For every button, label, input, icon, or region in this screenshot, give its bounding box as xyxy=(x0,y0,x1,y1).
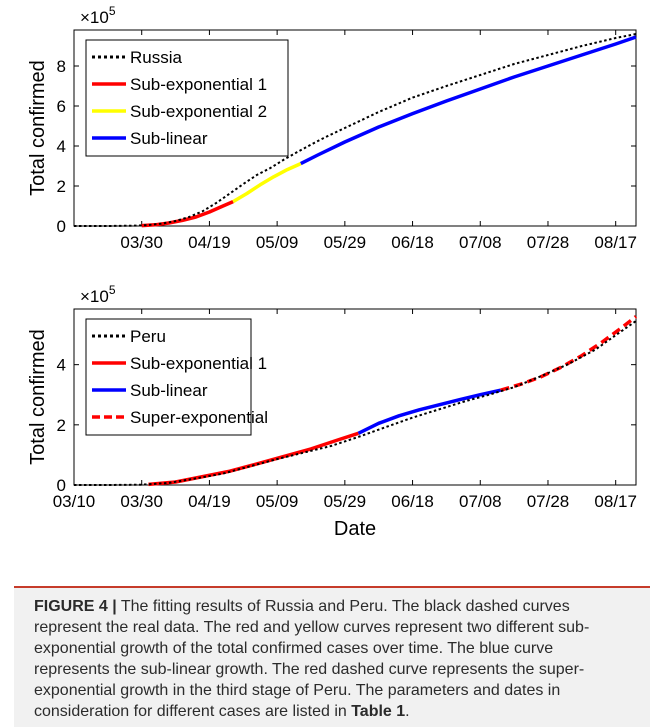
y-tick-label: 0 xyxy=(57,476,66,495)
legend-entry: Sub-exponential 1 xyxy=(130,75,267,94)
x-tick-label: 05/29 xyxy=(324,492,367,511)
y-tick-label: 6 xyxy=(57,97,66,116)
legend-entry: Peru xyxy=(130,327,166,346)
x-tick-label: 07/28 xyxy=(527,233,570,252)
y-axis-label: Total confirmed xyxy=(27,60,49,196)
figure-caption: FIGURE 4 | The fitting results of Russia… xyxy=(14,586,650,727)
legend-entry: Sub-exponential 1 xyxy=(130,354,267,373)
y-exponent-power: 5 xyxy=(109,283,116,297)
y-tick-label: 4 xyxy=(57,137,66,156)
x-tick-label: 06/18 xyxy=(391,233,434,252)
x-tick-label: 07/08 xyxy=(459,492,502,511)
y-exponent-label: ×105 xyxy=(80,283,116,306)
series-line-russia xyxy=(74,33,637,227)
legend-entry: Russia xyxy=(130,48,183,67)
caption-end: . xyxy=(405,703,410,720)
y-tick-label: 0 xyxy=(57,217,66,236)
y-tick-label: 8 xyxy=(57,57,66,76)
x-tick-label: 05/09 xyxy=(256,492,299,511)
x-tick-label: 08/17 xyxy=(594,492,637,511)
x-tick-label: 08/17 xyxy=(594,233,637,252)
x-tick-label: 07/28 xyxy=(527,492,570,511)
x-tick-label: 04/19 xyxy=(188,492,231,511)
x-tick-label: 04/19 xyxy=(188,233,231,252)
y-exponent-base: ×10 xyxy=(80,8,109,27)
legend-entry: Sub-linear xyxy=(130,129,208,148)
caption-text: FIGURE 4 | The fitting results of Russia… xyxy=(34,596,630,722)
y-tick-label: 2 xyxy=(57,177,66,196)
x-tick-label: 05/09 xyxy=(256,233,299,252)
x-axis-label: Date xyxy=(334,518,376,540)
y-axis-label: Total confirmed xyxy=(27,329,49,465)
legend-box xyxy=(85,318,252,436)
x-tick-label: 03/10 xyxy=(53,492,96,511)
series-line-sub-exponential-1 xyxy=(141,199,234,228)
caption-figure-label: FIGURE 4 | xyxy=(34,598,117,615)
caption-body: The fitting results of Russia and Peru. … xyxy=(34,598,590,720)
y-exponent-base: ×10 xyxy=(80,287,109,306)
legend-entry: Sub-linear xyxy=(130,381,208,400)
charts-area: 03/30 04/19 05/09 05/29 06/18 07/08 07/28 08/17… xyxy=(27,4,638,540)
x-tick-label: 07/08 xyxy=(459,233,502,252)
y-exponent-power: 5 xyxy=(109,4,116,18)
legend-entry: Sub-exponential 2 xyxy=(130,102,267,121)
series-line-sub-linear xyxy=(300,35,637,166)
chart-panel-peru: 03/10 03/30 04/19 05/09 05/29 06/18 07/08 07/28… xyxy=(27,283,638,540)
x-tick-label: 06/18 xyxy=(391,492,434,511)
legend-entry: Super-exponential xyxy=(130,408,268,427)
chart-panel-russia: 03/30 04/19 05/09 05/29 06/18 07/08 07/28 08/17… xyxy=(27,4,637,252)
caption-table-ref: Table 1 xyxy=(351,703,406,720)
x-tick-label: 05/29 xyxy=(324,233,367,252)
y-tick-label: 4 xyxy=(57,356,66,375)
series-line-sub-exponential-2 xyxy=(232,162,302,204)
y-tick-label: 2 xyxy=(57,416,66,435)
series-line-sub-linear xyxy=(357,388,501,435)
x-tick-label: 03/30 xyxy=(120,233,163,252)
y-exponent-label: ×105 xyxy=(80,4,116,27)
x-tick-label: 03/30 xyxy=(120,492,163,511)
